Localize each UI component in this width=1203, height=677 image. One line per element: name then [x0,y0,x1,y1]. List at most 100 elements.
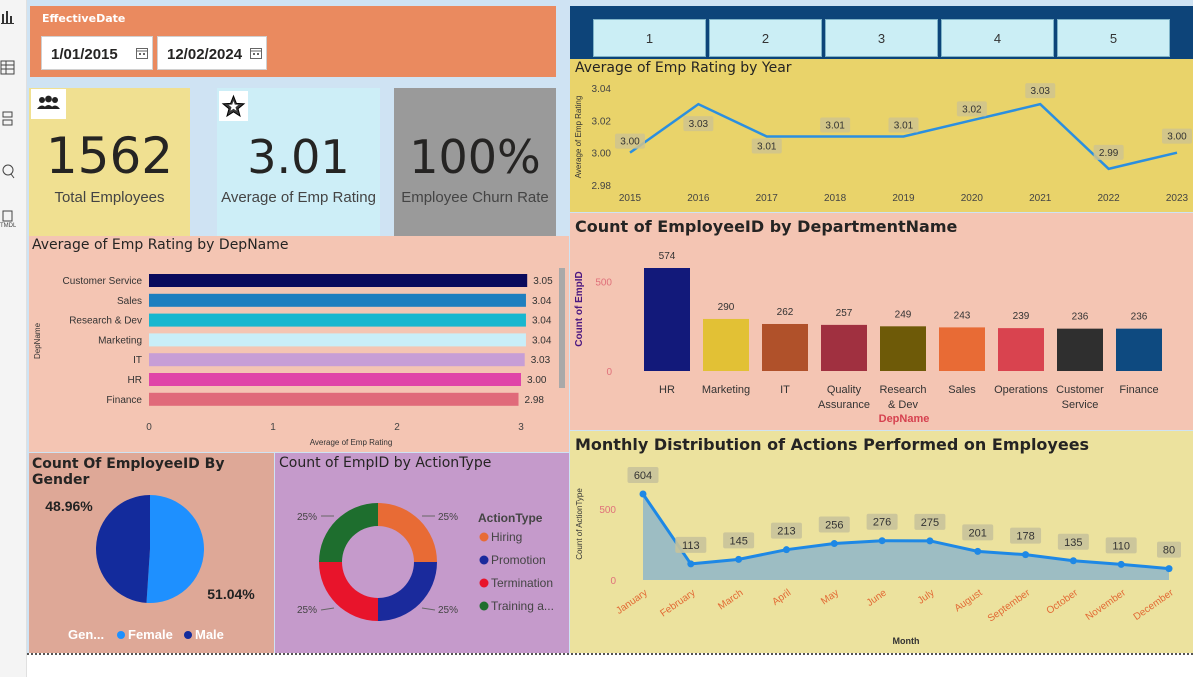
page-tab-3[interactable]: 3 [825,19,938,57]
data-label-bg [1162,128,1192,144]
pie-slice [146,495,204,603]
x-tick-label: October [1045,587,1081,617]
donut-slice [319,562,378,621]
y-tick-label: 3.04 [592,84,612,95]
calendar-icon[interactable] [250,47,262,59]
rating-by-year-card: Average of Emp Rating by Year 2.98 3.00 3.… [570,59,1193,212]
data-label: 3.01 [757,142,777,153]
data-point [974,547,982,555]
category-label: HR [659,384,675,396]
gender-card: Count Of EmployeeID By Gender 48.96% 51.0… [29,453,274,653]
model-view-icon[interactable] [0,110,16,128]
category-label: Customer Service [63,276,143,287]
series-line [629,102,1178,171]
data-label: 113 [682,540,700,552]
data-label: 3.04 [532,296,552,307]
area-fill [643,494,1169,580]
x-tick-label: 2016 [687,193,710,204]
data-label: 3.05 [533,276,553,287]
pie-slice [96,495,150,603]
category-label: Sales [117,296,142,307]
start-date-input[interactable]: 1/01/2015 [41,36,153,70]
x-tick-label: August [953,587,985,614]
x-tick-label: 2022 [1098,193,1121,204]
data-label: 3.01 [894,121,914,132]
kpi-value: 100% [409,130,541,184]
report-view-icon[interactable] [0,8,16,26]
data-label: 243 [954,310,971,321]
x-tick-label: 2018 [824,193,847,204]
data-label: 110 [1112,540,1130,552]
start-date-value: 1/01/2015 [51,46,118,63]
data-label: 25% [438,512,458,523]
data-label: 239 [1013,311,1030,322]
calendar-icon[interactable] [136,47,148,59]
x-axis-title: DepName [879,413,930,425]
x-tick-label: 2019 [892,193,915,204]
leader-line [320,607,335,611]
dax-query-icon[interactable] [0,162,16,180]
data-label: 51.04% [207,586,255,602]
data-label: 249 [895,309,912,320]
x-tick-label: July [916,587,937,606]
category-label: Research & Dev [69,316,142,327]
data-point [1117,560,1125,568]
y-tick-label: 0 [606,367,612,378]
chart-title: Count Of EmployeeID By Gender [32,456,225,488]
kpi-total-employees: 1562 Total Employees [29,88,190,236]
page-tab-5[interactable]: 5 [1057,19,1170,57]
kpi-churn-rate: 100% Employee Churn Rate [394,88,556,236]
bar [880,326,926,371]
data-label: 25% [297,605,317,616]
bar [149,392,519,406]
data-point [830,540,838,548]
rating-by-dept-card: Average of Emp Rating by DepName Custome… [29,236,569,452]
x-tick-label: November [1084,587,1129,623]
table-view-icon[interactable] [0,58,16,76]
kpi-value: 1562 [45,127,174,185]
data-label: 3.03 [689,119,709,130]
page-tab-4[interactable]: 4 [941,19,1054,57]
data-label: 256 [825,520,843,532]
data-label: 236 [1131,312,1148,323]
data-point [687,560,695,568]
scrollbar[interactable] [559,268,565,388]
category-label: & Dev [888,399,918,411]
y-tick-label: 2.98 [592,181,612,192]
end-date-value: 12/02/2024 [167,46,243,63]
action-type-donut-chart: 25% 25% 25% 25% ActionType Hiring Promotion Ter… [297,503,554,621]
category-label: Customer [1056,384,1104,396]
page-tab-1[interactable]: 1 [593,19,706,57]
data-label: 178 [1016,531,1034,543]
monthly-actions-card: Monthly Distribution of Actions Performe… [570,431,1193,653]
donut-slice [378,562,437,621]
y-axis-title: DepName [33,322,42,359]
legend-label: Female [128,627,173,642]
data-point [1069,557,1077,565]
data-label: 3.02 [962,104,982,115]
data-label: 25% [297,512,317,523]
x-tick-label: September [986,587,1033,624]
x-tick-label: 2015 [619,193,642,204]
monthly-actions-chart: 0 500 Count of ActionType 604 113 145 213 256 27… [575,467,1181,646]
chart-title: Average of Emp Rating by DepName [32,237,289,253]
data-label-bg [818,516,850,533]
end-date-input[interactable]: 12/02/2024 [157,36,267,70]
legend-marker [117,631,125,639]
y-tick-label: 3.02 [592,116,612,127]
page-navigator: 1 2 3 4 5 [570,6,1193,59]
kpi-label: Employee Churn Rate [401,189,549,206]
data-label-bg [751,138,782,154]
x-tick-label: 2023 [1166,193,1189,204]
category-label: Marketing [702,384,750,396]
data-point [735,555,743,563]
kpi-value: 3.01 [247,130,350,184]
legend-marker [479,555,489,565]
page-tab-2[interactable]: 2 [709,19,822,57]
data-label: 201 [969,527,987,539]
data-label-bg [627,467,659,483]
tmdl-view-icon[interactable]: TMDL [0,210,16,228]
rating-by-dept-chart: Customer Service 3.05 Sales 3.04 Research & … [33,274,553,447]
data-label: 3.04 [532,335,552,346]
bar [703,318,749,371]
